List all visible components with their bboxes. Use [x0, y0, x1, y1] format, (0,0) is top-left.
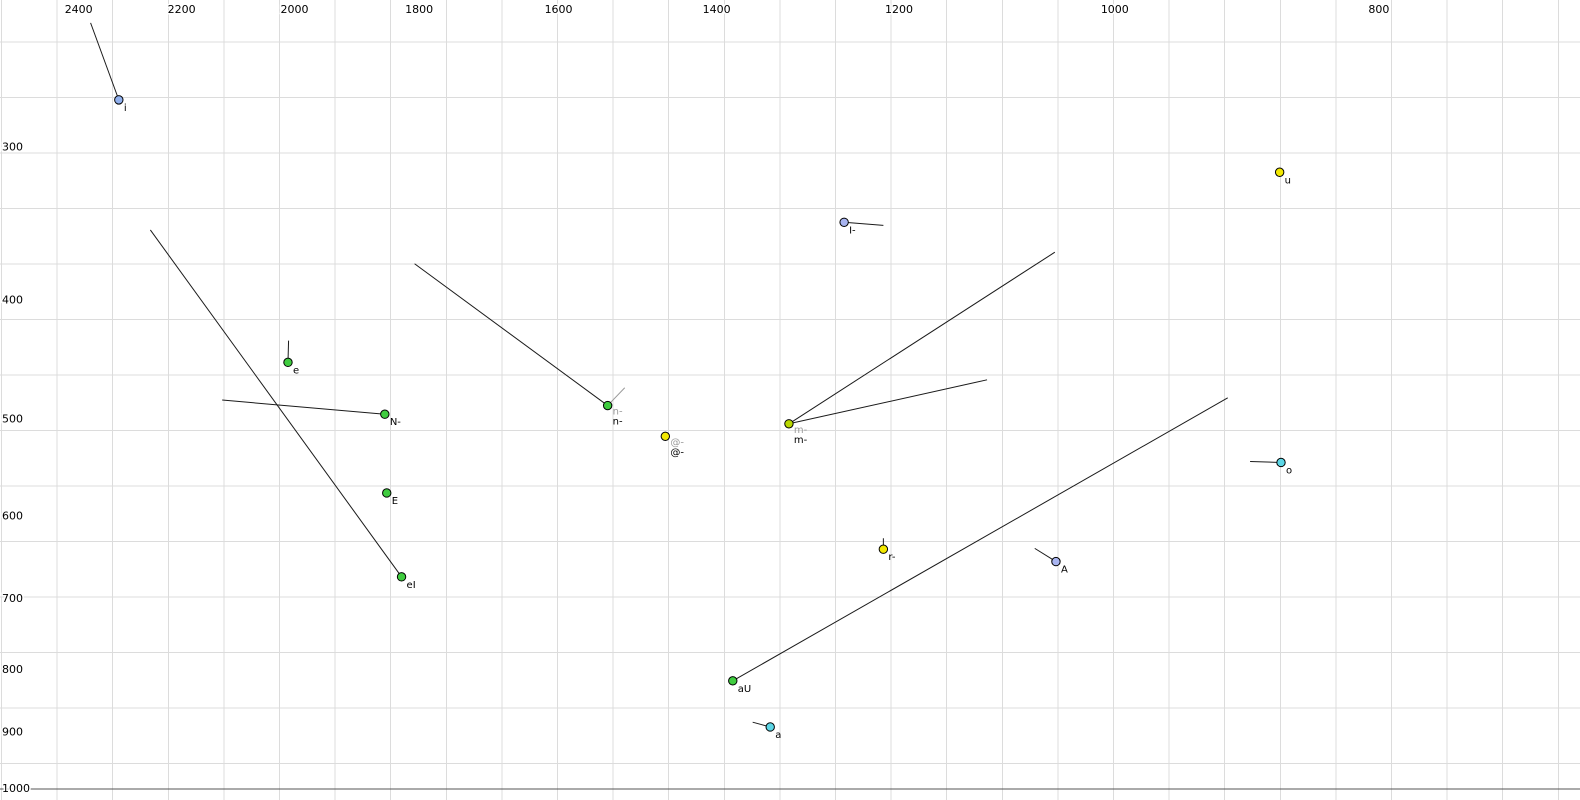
- point-label-m-: m-: [794, 435, 808, 446]
- y-axis-tick-label-600: 600: [2, 510, 23, 523]
- y-axis-tick-label-500: 500: [2, 412, 23, 425]
- point-label-n-: n-: [613, 417, 623, 428]
- y-axis-tick-label-300: 300: [2, 140, 23, 153]
- y-axis-tick-label-400: 400: [2, 294, 23, 307]
- point-label-u: u: [1285, 175, 1291, 186]
- point-label-N-: N-: [390, 417, 401, 428]
- point-label-secondary-m-: m-: [794, 425, 808, 436]
- data-point-m-: [784, 419, 794, 429]
- point-label-I-: I-: [849, 225, 856, 236]
- data-point-N-: [380, 409, 390, 419]
- data-point-n-: [602, 400, 613, 411]
- trajectory-line-I-: [844, 221, 884, 226]
- trajectory-line-m-: [788, 251, 1056, 425]
- x-axis-tick-label-1200: 1200: [885, 3, 913, 16]
- trajectory-line-m-: [788, 379, 988, 425]
- point-label-a: a: [775, 730, 781, 741]
- x-axis-tick-label-1000: 1000: [1101, 3, 1129, 16]
- point-label-i: i: [124, 103, 127, 114]
- x-axis-tick-label-1600: 1600: [545, 3, 573, 16]
- trajectory-line-n-: [414, 263, 608, 406]
- point-label-eI: eI: [407, 580, 416, 591]
- data-point-o: [1276, 457, 1286, 468]
- data-point-e: [283, 357, 293, 368]
- point-label-aU: aU: [738, 684, 751, 695]
- data-point-eI: [396, 572, 407, 582]
- y-axis-tick-label-1000: 1000: [2, 782, 30, 795]
- data-point-aU: [728, 676, 738, 686]
- y-axis-tick-label-700: 700: [2, 592, 23, 605]
- point-label-secondary-@-: @-: [670, 437, 684, 448]
- data-point-a: [765, 722, 775, 732]
- trajectory-line-i: [90, 22, 120, 101]
- point-label-r-: r-: [888, 552, 895, 563]
- trajectory-line-eI: [149, 229, 402, 578]
- data-point-@-: [660, 431, 671, 442]
- data-point-A: [1051, 556, 1061, 567]
- point-label-A: A: [1061, 565, 1068, 576]
- y-axis-tick-label-900: 900: [2, 726, 23, 739]
- x-axis-tick-label-1400: 1400: [703, 3, 731, 16]
- trajectory-line-o: [1250, 460, 1282, 463]
- point-label-@-: @-: [670, 447, 684, 458]
- data-point-r-: [878, 544, 889, 554]
- x-axis-tick-label-2400: 2400: [65, 3, 93, 16]
- point-label-o: o: [1286, 465, 1292, 476]
- data-point-I-: [839, 217, 849, 227]
- point-label-secondary-n-: n-: [613, 407, 623, 418]
- point-label-e: e: [293, 365, 299, 376]
- data-point-u: [1274, 167, 1285, 177]
- x-axis-tick-label-800: 800: [1368, 3, 1389, 16]
- x-axis-tick-label-2000: 2000: [280, 3, 308, 16]
- data-point-i: [114, 95, 124, 105]
- x-axis-tick-label-1800: 1800: [405, 3, 433, 16]
- x-axis-tick-label-2200: 2200: [168, 3, 196, 16]
- trajectory-line-aU: [732, 397, 1228, 682]
- y-axis-tick-label-800: 800: [2, 663, 23, 676]
- data-point-E: [382, 488, 392, 498]
- trajectory-line-N-: [222, 399, 385, 415]
- point-label-E: E: [392, 496, 398, 507]
